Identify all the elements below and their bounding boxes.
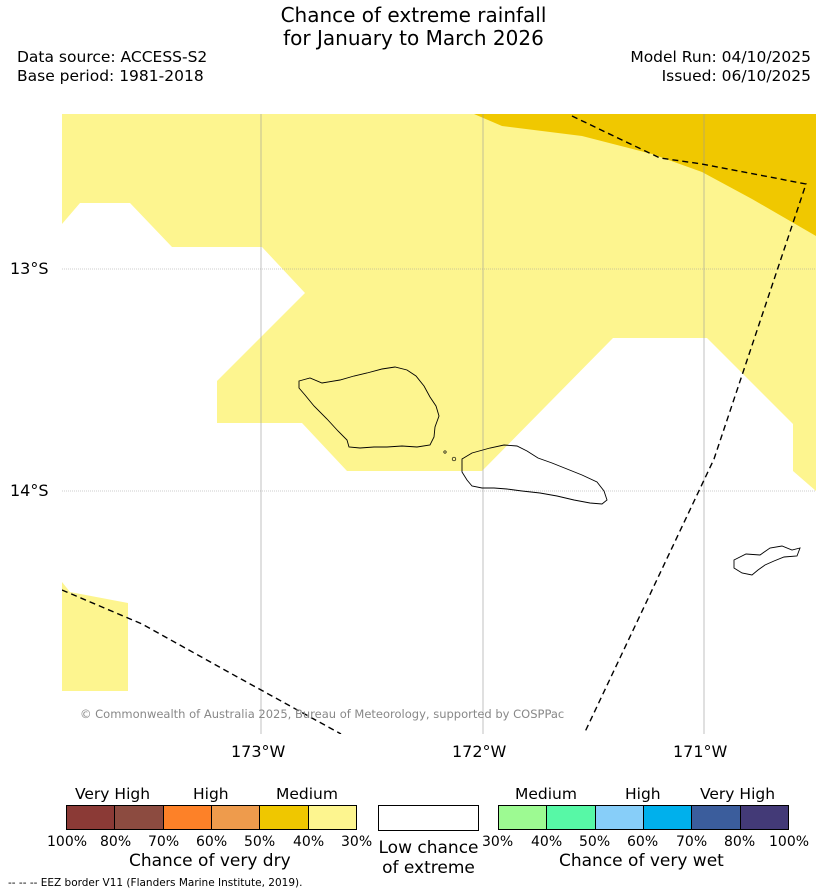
wet-swatch-30-40: [499, 806, 548, 829]
meta-left: Data source: ACCESS-S2 Base period: 1981…: [17, 48, 207, 86]
dry-colorbar-title: Chance of very dry: [129, 851, 291, 871]
wet-tick-80: 80%: [724, 834, 756, 850]
wet-tick-60: 60%: [627, 834, 659, 850]
lon-label-171w: 171°W: [673, 742, 728, 761]
wet-colorbar: [498, 805, 789, 830]
wet-group-very-high: Very High: [700, 785, 776, 803]
lat-label-13s: 13°S: [10, 259, 49, 278]
dry-tick-60: 60%: [196, 834, 228, 850]
base-period: Base period: 1981-2018: [17, 67, 204, 85]
wet-swatch-50-60: [595, 806, 644, 829]
dry-colorbar: [66, 805, 357, 830]
neutral-label-line-1: Low chance: [378, 838, 479, 858]
wet-swatch-40-50: [547, 806, 596, 829]
medium-dry-region: [474, 114, 816, 236]
gridlines: [62, 114, 816, 734]
low-dry-region: [62, 114, 816, 491]
savaii-island: [298, 366, 440, 449]
title-line-2: for January to March 2026: [283, 26, 544, 50]
dry-swatch-70-60: [163, 806, 212, 829]
copyright-text: © Commonwealth of Australia 2025, Bureau…: [80, 707, 564, 721]
neutral-swatch: [378, 805, 479, 831]
eez-footnote: -- -- -- EEZ border V11 (Flanders Marine…: [8, 877, 303, 889]
wet-group-medium: Medium: [515, 785, 577, 803]
dry-swatch-60-50: [211, 806, 261, 829]
dry-group-high: High: [193, 785, 229, 803]
lon-label-173w: 173°W: [231, 742, 286, 761]
dry-tick-70: 70%: [148, 834, 180, 850]
tutuila-island: [733, 545, 801, 576]
eez-border: [62, 115, 807, 734]
meta-right: Model Run: 04/10/2025 Issued: 06/10/2025: [630, 48, 811, 86]
wet-swatch-60-70: [643, 806, 693, 829]
issued-date: Issued: 06/10/2025: [661, 67, 811, 85]
wet-tick-100: 100%: [769, 834, 810, 850]
wet-group-high: High: [625, 785, 661, 803]
low-dry-patch: [62, 582, 128, 691]
chart-title: Chance of extreme rainfall for January t…: [0, 4, 827, 50]
wet-tick-50: 50%: [579, 834, 611, 850]
dry-tick-50: 50%: [244, 834, 276, 850]
upolu-island: [461, 444, 608, 505]
dry-swatch-100-80: [67, 806, 116, 829]
lon-label-172w: 172°W: [452, 742, 507, 761]
lat-label-14s: 14°S: [10, 481, 49, 500]
dry-swatch-40-30: [308, 806, 356, 829]
map-panel: © Commonwealth of Australia 2025, Bureau…: [62, 114, 816, 734]
dry-swatch-80-70: [115, 806, 164, 829]
neutral-label-line-2: of extreme: [382, 858, 475, 878]
dry-tick-100: 100%: [47, 834, 88, 850]
neutral-label: Low chance of extreme: [378, 838, 479, 878]
wet-swatch-80-100: [740, 806, 788, 829]
dry-group-medium: Medium: [276, 785, 338, 803]
dry-swatch-50-40: [260, 806, 309, 829]
title-line-1: Chance of extreme rainfall: [280, 3, 547, 27]
wet-swatch-70-80: [692, 806, 741, 829]
dry-tick-40: 40%: [293, 834, 325, 850]
model-run: Model Run: 04/10/2025: [630, 48, 811, 66]
data-source: Data source: ACCESS-S2: [17, 48, 208, 66]
wet-colorbar-title: Chance of very wet: [559, 851, 724, 871]
wet-tick-40: 40%: [531, 834, 563, 850]
wet-tick-70: 70%: [676, 834, 708, 850]
dry-tick-30: 30%: [341, 834, 373, 850]
wet-tick-30: 30%: [482, 834, 514, 850]
manono-islet: [443, 450, 447, 454]
dry-group-very-high: Very High: [75, 785, 151, 803]
dry-tick-80: 80%: [100, 834, 132, 850]
apolima-islet: [451, 456, 457, 462]
